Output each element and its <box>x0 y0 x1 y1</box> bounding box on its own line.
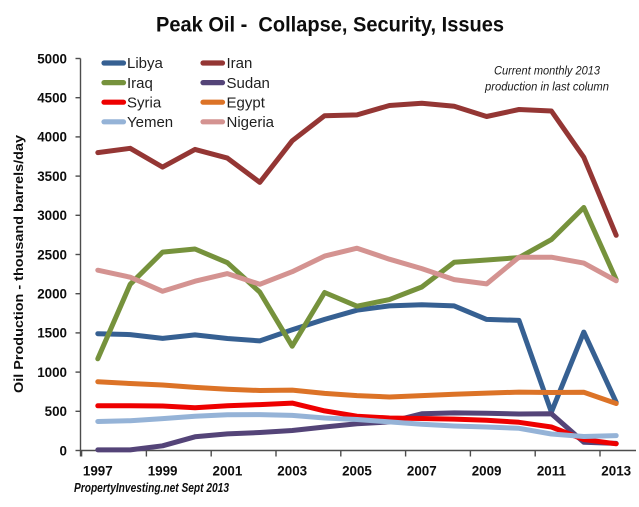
svg-text:3500: 3500 <box>37 169 67 184</box>
svg-text:Current monthly 2013: Current monthly 2013 <box>494 64 600 78</box>
svg-text:2007: 2007 <box>407 463 437 478</box>
svg-text:PropertyInvesting.net Sept 20: PropertyInvesting.net Sept 2013 <box>74 481 229 495</box>
svg-text:5000: 5000 <box>37 51 67 66</box>
svg-text:2500: 2500 <box>37 247 67 262</box>
svg-text:3000: 3000 <box>37 208 67 223</box>
svg-text:Iraq: Iraq <box>127 75 153 92</box>
svg-text:0: 0 <box>60 443 67 458</box>
svg-text:1997: 1997 <box>83 463 113 478</box>
svg-text:2001: 2001 <box>213 463 243 478</box>
svg-text:Nigeria: Nigeria <box>227 114 275 131</box>
svg-text:2009: 2009 <box>472 463 502 478</box>
svg-text:Oil Production - thousand bar: Oil Production - thousand barrels/day <box>11 134 26 393</box>
svg-text:2013: 2013 <box>601 463 631 478</box>
svg-text:Egypt: Egypt <box>227 94 266 111</box>
svg-text:4500: 4500 <box>37 91 67 106</box>
svg-text:4000: 4000 <box>37 130 67 145</box>
svg-text:Sudan: Sudan <box>227 75 270 92</box>
svg-text:2011: 2011 <box>537 463 567 478</box>
svg-text:Syria: Syria <box>127 94 162 111</box>
svg-text:2000: 2000 <box>37 287 67 302</box>
svg-text:2005: 2005 <box>342 463 372 478</box>
svg-text:Yemen: Yemen <box>127 114 173 131</box>
svg-text:1999: 1999 <box>148 463 178 478</box>
svg-text:Iran: Iran <box>227 55 253 72</box>
svg-text:production in last column: production in last column <box>484 80 609 94</box>
svg-text:1000: 1000 <box>37 365 67 380</box>
svg-text:Libya: Libya <box>127 55 164 72</box>
svg-text:500: 500 <box>45 404 67 419</box>
svg-text:Peak Oil - Collapse, Security: Peak Oil - Collapse, Security, Issues <box>156 14 504 37</box>
svg-text:1500: 1500 <box>37 326 67 341</box>
svg-text:2003: 2003 <box>277 463 307 478</box>
